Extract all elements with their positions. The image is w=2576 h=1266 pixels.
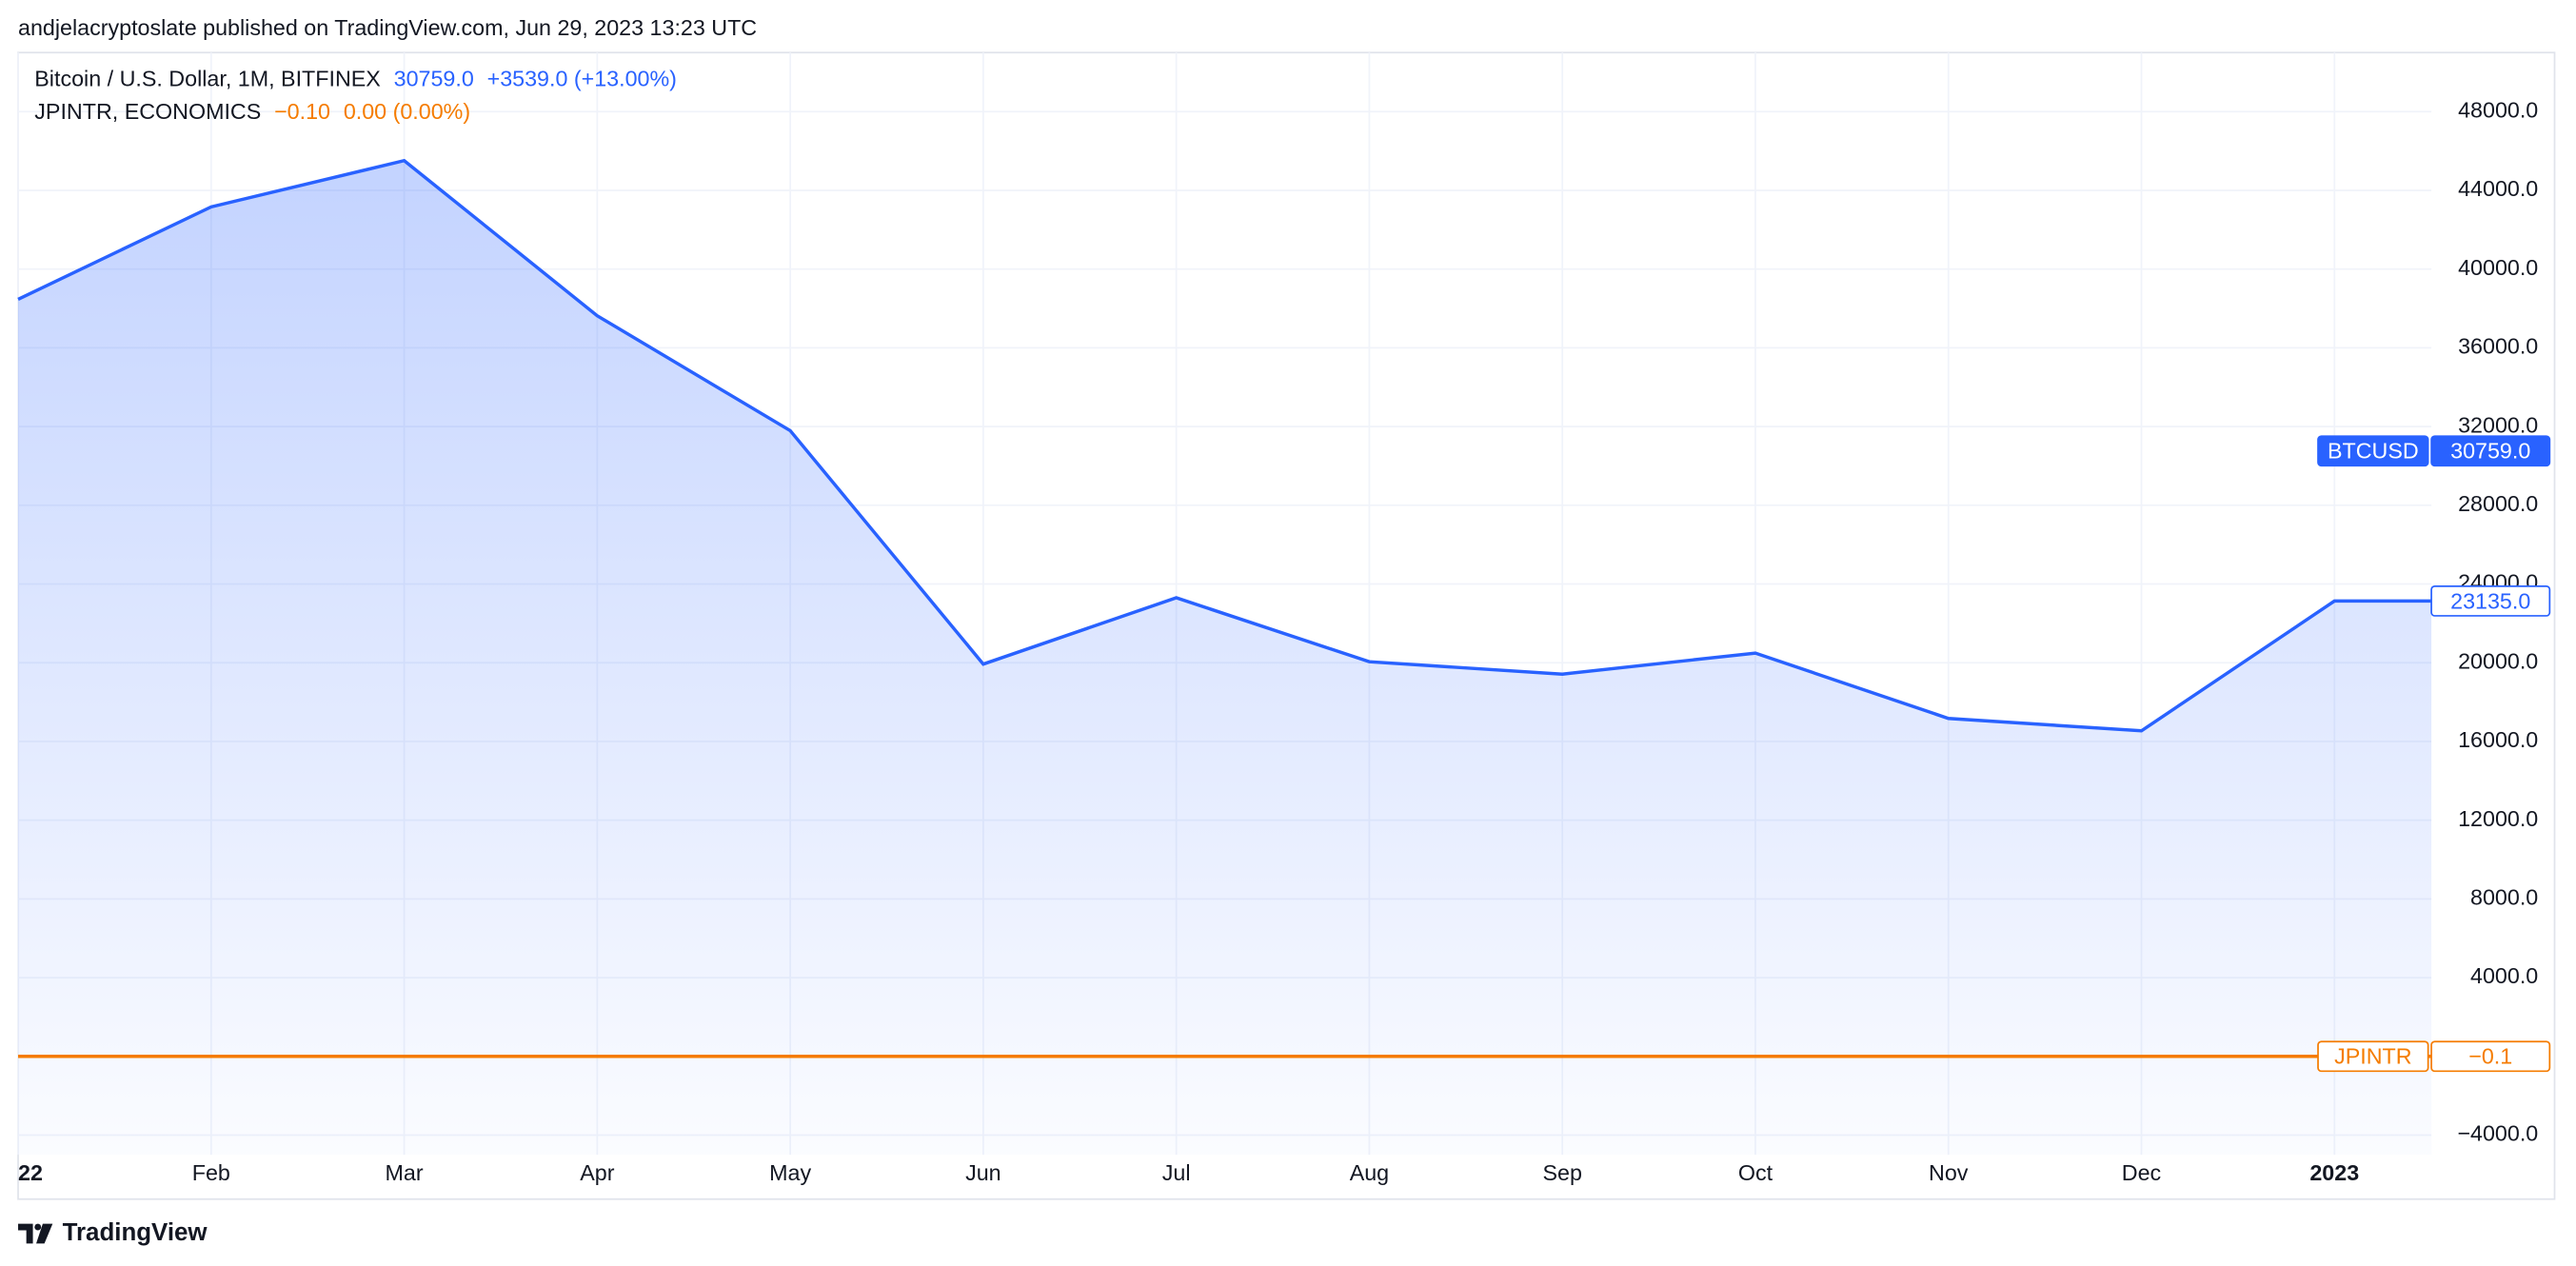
x-tick-label: Nov: [1929, 1160, 1969, 1185]
legend-value: 0.00 (0.00%): [344, 99, 470, 124]
y-tick-label: 36000.0: [2458, 334, 2538, 359]
legend-title: Bitcoin / U.S. Dollar, 1M, BITFINEX: [34, 67, 381, 91]
price-tag-box: [2430, 1040, 2551, 1073]
x-tick-label: Jul: [1162, 1160, 1191, 1185]
y-tick-label: 48000.0: [2458, 97, 2538, 122]
price-tag-value: −0.1: [2468, 1044, 2512, 1069]
x-tick-label: Dec: [2122, 1160, 2162, 1185]
logo: [18, 1223, 53, 1244]
publish-info: andjelacryptoslate published on TradingV…: [18, 15, 757, 40]
price-tag-value: 23135.0: [2450, 588, 2530, 613]
x-tick-label: Feb: [192, 1160, 230, 1185]
y-tick-label: 16000.0: [2458, 727, 2538, 752]
x-tick-label: Sep: [1542, 1160, 1581, 1185]
price-tag-name: BTCUSD: [2328, 439, 2419, 464]
x-tick-label: Apr: [580, 1160, 614, 1185]
y-tick-label: 40000.0: [2458, 255, 2538, 280]
y-tick-label: 20000.0: [2458, 648, 2538, 673]
price-tag-name-box: [2317, 1040, 2429, 1073]
legend-value: +3539.0 (+13.00%): [487, 67, 677, 91]
brand: TradingView: [63, 1219, 208, 1246]
x-tick-label: Aug: [1350, 1160, 1389, 1185]
price-tag-value: 30759.0: [2450, 439, 2530, 464]
legend-value: 30759.0: [394, 67, 474, 91]
price-tag-box: [2430, 435, 2551, 467]
y-tick-label: 44000.0: [2458, 176, 2538, 201]
legend-value: −0.10: [274, 99, 330, 124]
y-tick-label: 8000.0: [2470, 885, 2538, 910]
x-tick-label: Jun: [965, 1160, 1001, 1185]
y-tick-label: 12000.0: [2458, 806, 2538, 831]
area: [18, 160, 2432, 1156]
x-tick-label: May: [769, 1160, 811, 1185]
price-tag-name: JPINTR: [2334, 1044, 2411, 1069]
price-tag-name-box: [2317, 435, 2429, 467]
x-tick-label: Mar: [386, 1160, 424, 1185]
y-tick-label: 28000.0: [2458, 491, 2538, 516]
series-line: [17, 158, 2432, 733]
price-tag-box: [2430, 585, 2551, 617]
y-tick-label: 4000.0: [2470, 963, 2538, 988]
x-tick-label: 22: [18, 1160, 43, 1185]
price-tag: 23135.0: [2430, 585, 2551, 617]
x-tick-label: Oct: [1738, 1160, 1773, 1185]
y-tick-label: −4000.0: [2457, 1121, 2538, 1146]
y-tick-label: 32000.0: [2458, 412, 2538, 437]
price-tag: −0.1 JPINTR: [2317, 1040, 2551, 1073]
legend-title: JPINTR, ECONOMICS: [34, 99, 261, 124]
price-tag: 30759.0 BTCUSD: [2317, 435, 2551, 467]
x-tick-label: 2023: [2309, 1160, 2359, 1185]
